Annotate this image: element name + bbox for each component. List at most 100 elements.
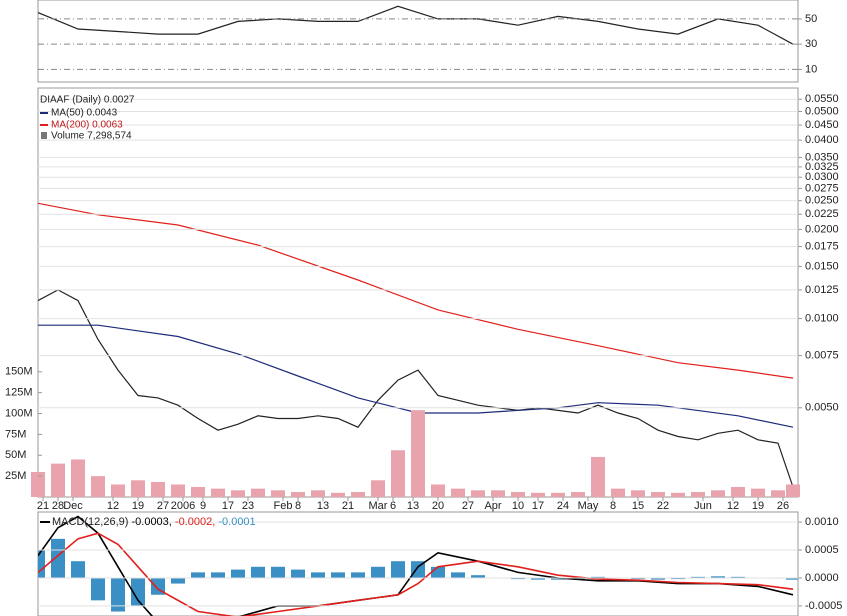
bar [211,488,225,497]
y-tick-label: 0.0000 [805,572,839,584]
x-tick-label: 17 [532,500,544,512]
plot-layer: 1030500.05500.05000.04500.04000.03500.03… [5,5,842,616]
y-tick-label: 0.0175 [805,240,839,252]
bar [131,480,145,497]
bar [691,491,705,497]
x-tick-label: 2006 [171,500,195,512]
bar [38,550,45,578]
x-tick-label: Dec [63,500,83,512]
x-tick-label: 15 [632,500,644,512]
y-tick-label: 100M [5,407,33,419]
bar [191,486,205,497]
series-line [38,5,794,45]
bar [731,486,745,497]
bar [411,410,425,497]
y-tick-label: 0.0100 [805,312,839,324]
y-tick-label: 0.0010 [805,516,839,528]
bar [391,450,405,497]
bar [551,492,565,497]
macd-legend: MACD(12,26,9) -0.0003, -0.0002, -0.0001 [52,516,256,528]
bar [411,561,425,578]
bar [231,490,245,497]
bar [151,481,165,497]
bar [291,491,305,497]
bar [191,572,205,578]
x-tick-label: 27 [157,500,169,512]
y-tick-label: 0.0400 [805,134,839,146]
x-tick-label: 12 [727,500,739,512]
x-tick-label: 26 [777,500,789,512]
x-tick-label: Mar [369,500,388,512]
y-tick-label: 0.0125 [805,284,839,296]
bar [691,576,705,578]
x-tick-label: 10 [512,500,524,512]
bar [311,572,325,578]
y-tick-label: 150M [5,366,33,378]
bar [351,572,365,578]
bar [251,566,265,578]
x-tick-label: 23 [242,500,254,512]
bar [471,575,485,578]
bar [631,490,645,497]
bar [71,459,85,497]
bar [771,490,785,497]
y-tick-label: 0.0500 [805,105,839,117]
y-tick-label: 0.0250 [805,195,839,207]
bar [351,491,365,497]
x-tick-label: 13 [317,500,329,512]
legend-entry: MA(200) 0.0063 [51,120,123,131]
legend-entry: DIAAF (Daily) 0.0027 [40,95,135,106]
bar [431,484,445,497]
bar [671,492,685,497]
x-tick-label: 22 [657,500,669,512]
bar [651,491,665,497]
bar [51,463,65,497]
x-tick-label: 13 [407,500,419,512]
legend-entry: MA(50) 0.0043 [51,108,118,119]
bar [311,490,325,497]
bar [171,484,185,497]
bar [211,572,225,578]
legend-entry: -0.0003, [131,516,171,528]
bar [251,488,265,497]
x-tick-label: 28 [52,500,64,512]
macd-title: MACD(12,26,9) [52,516,128,528]
bar [231,569,245,578]
bar [371,566,385,578]
bar [471,490,485,497]
bar [331,572,345,578]
bar [111,577,125,612]
price-legend: DIAAF (Daily) 0.0027 MA(50) 0.0043 MA(20… [40,95,135,142]
bar [431,566,445,578]
bar [111,484,125,497]
legend-entry: -0.0001 [218,516,255,528]
bar [651,577,665,580]
bar [571,577,585,580]
y-tick-label: 0.0300 [805,171,839,183]
bar [31,471,45,497]
x-tick-label: 19 [132,500,144,512]
bar [331,492,345,497]
y-tick-label: 50M [5,449,26,461]
x-tick-label: 8 [610,500,616,512]
bar [531,577,545,580]
rsi-panel [37,0,799,83]
bar [271,566,285,578]
x-tick-label: Jun [694,500,712,512]
bar [531,492,545,497]
panel-layer [38,5,794,45]
x-tick-label: 20 [432,500,444,512]
bar [611,488,625,497]
bar [711,576,725,578]
y-tick-label: 0.0150 [805,260,839,272]
y-tick-label: 0.0050 [805,402,839,414]
x-tick-label: 21 [342,500,354,512]
x-tick-label: 17 [222,500,234,512]
y-tick-label: 75M [5,428,26,440]
y-tick-label: 0.0550 [805,93,839,105]
bar [131,577,145,606]
y-tick-label: -0.0005 [805,600,842,612]
legend-entry: -0.0002, [175,516,215,528]
bar [271,490,285,497]
